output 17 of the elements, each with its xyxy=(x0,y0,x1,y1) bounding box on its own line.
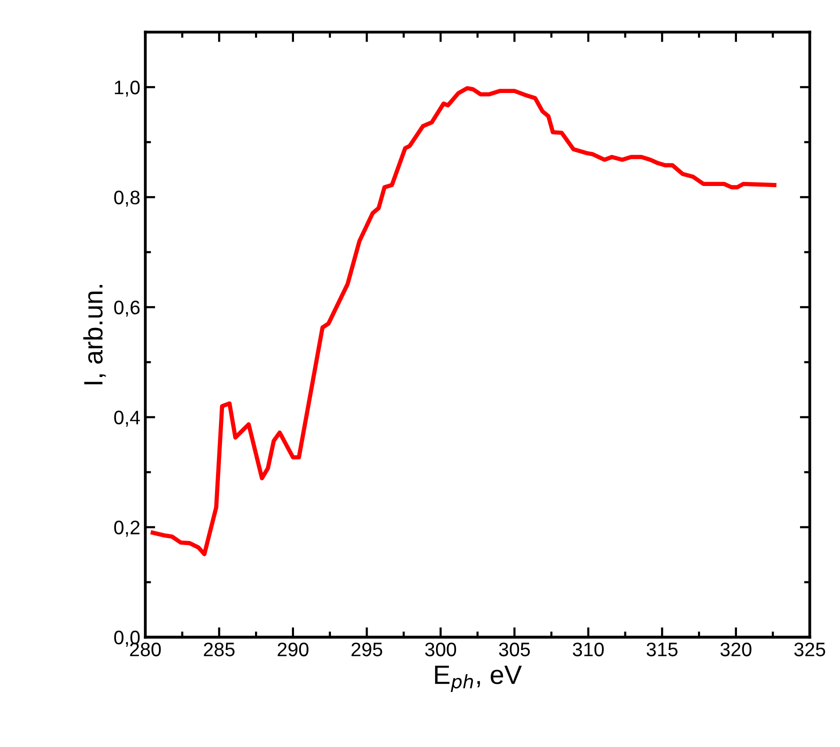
y-tick-label: 0,4 xyxy=(114,410,140,427)
y-tick-label: 0,2 xyxy=(114,520,140,537)
x-tick-label: 305 xyxy=(498,642,530,656)
x-tick-label: 315 xyxy=(646,642,678,656)
x-tick-label: 285 xyxy=(204,642,235,656)
x-tick-label: 295 xyxy=(352,642,382,656)
x-tick-label: 300 xyxy=(425,642,456,656)
x-tick-label: 320 xyxy=(720,642,752,656)
y-tick-label: 1,0 xyxy=(114,80,140,97)
y-tick-label: 0,8 xyxy=(114,190,140,207)
line-series xyxy=(150,86,776,556)
x-tick-label: 290 xyxy=(278,642,308,656)
x-axis-title: E$_{ph}$, eV xyxy=(435,666,522,692)
y-tick-label: 0,6 xyxy=(114,300,140,317)
y-axis-title: I, arb.un. xyxy=(83,284,106,384)
x-tick-label: 325 xyxy=(794,642,826,656)
x-tick-label: 310 xyxy=(572,642,604,656)
